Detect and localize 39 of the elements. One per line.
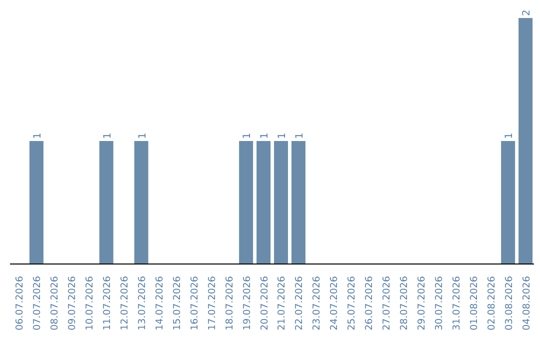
x-tick-label: 19.07.2026	[242, 276, 253, 330]
x-tick-label: 04.08.2026	[521, 276, 532, 330]
x-tick-label: 14.07.2026	[154, 276, 166, 330]
data-label: 1	[260, 132, 271, 139]
data-label: 1	[294, 132, 306, 139]
x-tick-label: 29.07.2026	[416, 276, 428, 330]
data-label: 1	[504, 132, 516, 139]
x-tick-label: 02.08.2026	[486, 276, 498, 330]
data-label: 2	[522, 10, 533, 16]
data-label: 1	[277, 132, 288, 139]
x-tick-label: 15.07.2026	[172, 276, 183, 330]
x-tick-label: 01.08.2026	[468, 276, 480, 330]
x-tick-label: 25.07.2026	[346, 276, 358, 330]
x-tick-label: 30.07.2026	[434, 276, 445, 330]
x-tick-label: 10.07.2026	[84, 276, 96, 330]
x-tick-label: 21.07.2026	[276, 276, 288, 330]
x-tick-label: 17.07.2026	[206, 276, 218, 330]
x-tick-label: 11.07.2026	[102, 276, 114, 330]
x-tick-label: 31.07.2026	[451, 276, 462, 330]
x-tick-label: 18.07.2026	[224, 276, 236, 330]
x-tick-label: 06.07.2026	[14, 276, 26, 330]
data-label: 1	[102, 132, 114, 139]
x-tick-label: 03.08.2026	[504, 276, 515, 330]
x-tick-label: 12.07.2026	[120, 276, 131, 330]
x-tick-label: 13.07.2026	[137, 276, 148, 330]
x-tick-label: 08.07.2026	[50, 276, 61, 330]
x-tick-label: 07.07.2026	[32, 276, 44, 330]
data-label: 1	[32, 132, 44, 139]
x-tick-label: 28.07.2026	[399, 276, 410, 330]
x-tick-label: 23.07.2026	[312, 276, 323, 330]
x-tick-label: 16.07.2026	[189, 276, 200, 330]
x-tick-label: 09.07.2026	[67, 276, 78, 330]
x-tick-label: 24.07.2026	[329, 276, 340, 330]
x-tick-label: 27.07.2026	[382, 276, 393, 330]
x-tick-label: 20.07.2026	[259, 276, 270, 330]
data-label: 1	[242, 132, 254, 139]
x-tick-label: 22.07.2026	[294, 276, 306, 330]
x-tick-label: 26.07.2026	[364, 276, 376, 330]
data-label: 1	[137, 132, 148, 139]
